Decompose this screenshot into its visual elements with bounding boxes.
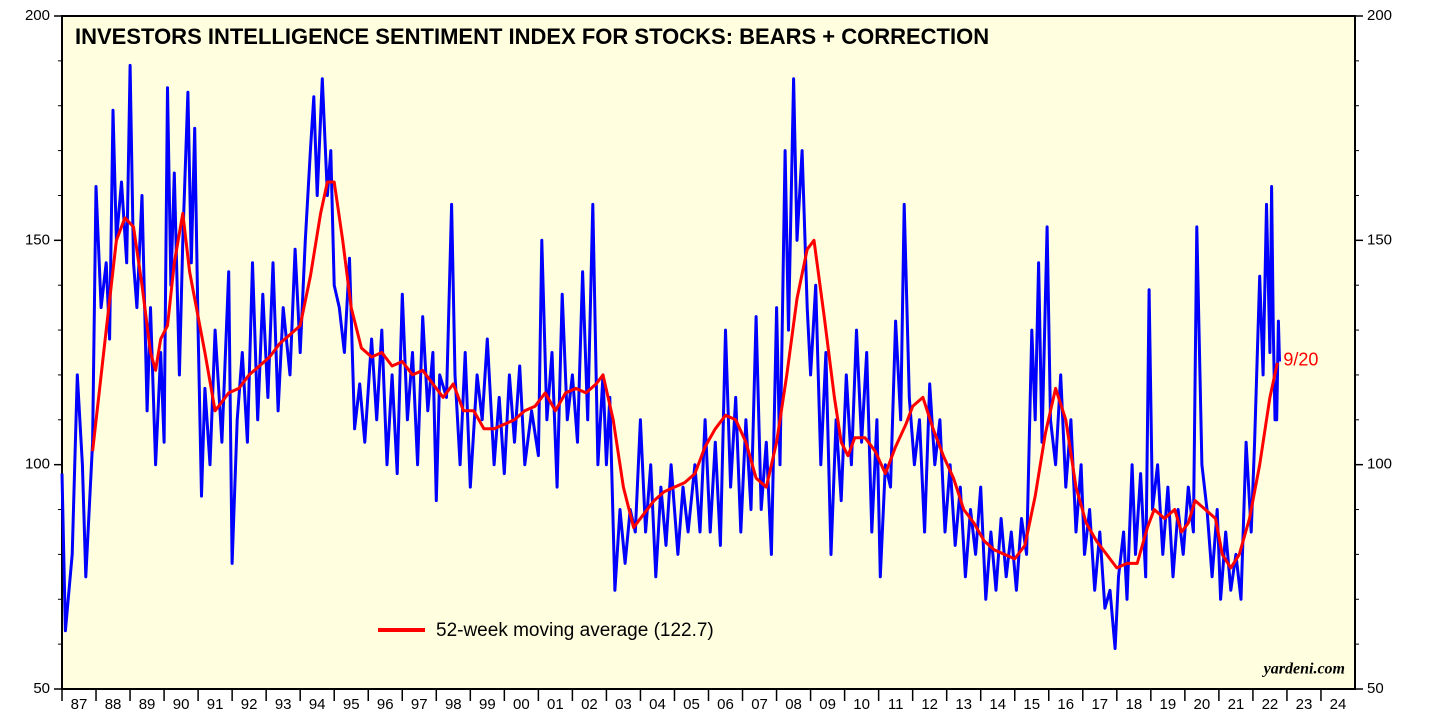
x-tick-label: 24 <box>1330 696 1347 713</box>
x-tick-label: 15 <box>1023 696 1040 713</box>
x-tick-label: 08 <box>785 696 802 713</box>
y2-tick-label: 50 <box>1367 680 1384 697</box>
x-tick-label: 03 <box>615 696 632 713</box>
x-tick-label: 99 <box>479 696 496 713</box>
x-tick-label: 04 <box>649 696 666 713</box>
annotation: 9/20 <box>1283 350 1318 370</box>
source: yardeni.com <box>1262 661 1345 678</box>
x-tick-label: 20 <box>1194 696 1211 713</box>
line-series <box>91 180 1279 570</box>
x-tick-label: 11 <box>888 696 904 713</box>
x-tick-label: 06 <box>717 696 734 713</box>
x-tick-label: 00 <box>513 696 530 713</box>
x-tick-label: 90 <box>173 696 190 713</box>
x-tick-label: 02 <box>581 696 598 713</box>
y2-tick-label: 200 <box>1367 7 1392 24</box>
x-tick-label: 92 <box>241 696 258 713</box>
x-tick-label: 93 <box>275 696 292 713</box>
x-tick-label: 14 <box>989 696 1006 713</box>
x-tick-label: 22 <box>1262 696 1279 713</box>
y-tick-label: 150 <box>25 231 50 248</box>
y2-tick-label: 100 <box>1367 456 1392 473</box>
legend-label: 52-week moving average (122.7) <box>436 620 714 641</box>
x-tick-label: 21 <box>1228 696 1245 713</box>
x-tick-label: 98 <box>445 696 462 713</box>
x-tick-label: 10 <box>853 696 870 713</box>
x-tick-label: 09 <box>819 696 836 713</box>
x-tick-label: 88 <box>105 696 122 713</box>
x-tick-label: 17 <box>1091 696 1108 713</box>
x-tick-label: 95 <box>343 696 360 713</box>
x-tick-label: 97 <box>411 696 428 713</box>
x-tick-label: 13 <box>955 696 972 713</box>
x-tick-label: 23 <box>1296 696 1313 713</box>
x-tick-label: 07 <box>751 696 768 713</box>
x-tick-label: 91 <box>207 696 224 713</box>
x-tick-label: 19 <box>1160 696 1177 713</box>
x-tick-label: 18 <box>1125 696 1142 713</box>
x-tick-label: 94 <box>309 696 326 713</box>
y-tick-label: 50 <box>33 680 50 697</box>
y-tick-label: 200 <box>25 7 50 24</box>
x-tick-label: 05 <box>683 696 700 713</box>
x-tick-label: 16 <box>1057 696 1074 713</box>
x-tick-label: 01 <box>547 696 564 713</box>
x-tick-label: 12 <box>921 696 938 713</box>
y2-tick-label: 150 <box>1367 231 1392 248</box>
x-tick-label: 87 <box>71 696 88 713</box>
y-tick-label: 100 <box>25 456 50 473</box>
x-tick-label: 96 <box>377 696 394 713</box>
x-tick-label: 89 <box>139 696 156 713</box>
line-series <box>60 63 1281 651</box>
chart-title: INVESTORS INTELLIGENCE SENTIMENT INDEX F… <box>75 24 989 49</box>
